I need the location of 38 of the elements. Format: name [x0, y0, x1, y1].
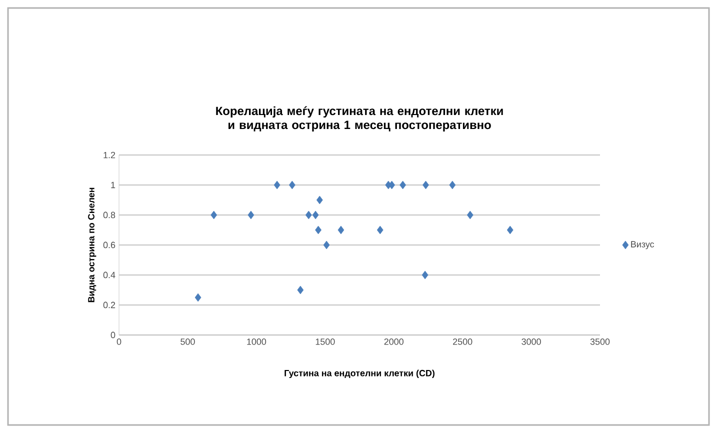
y-tick-label: 1.2 [104, 152, 116, 158]
point [422, 180, 429, 190]
x-axis-title: Густина на ендотелни клетки (CD) [284, 370, 434, 378]
point [194, 293, 202, 302]
y-tick-label: 0.8 [103, 212, 116, 218]
point [376, 226, 384, 234]
point [248, 210, 254, 220]
y-axis-title: Видна острина по Снелен [88, 188, 96, 302]
y-tick-label: 0.4 [103, 272, 116, 278]
x-tick-label: 2500 [453, 338, 472, 345]
point [466, 210, 474, 220]
point [338, 226, 344, 234]
y-tick-label: 0.6 [103, 242, 116, 248]
point [297, 286, 304, 294]
point [506, 226, 514, 234]
legend-label: Визус [631, 241, 654, 250]
x-tick-label: 3500 [590, 338, 610, 345]
point [312, 210, 319, 220]
point [422, 270, 428, 280]
point [274, 180, 280, 190]
point [316, 196, 323, 204]
x-tick-label: 500 [180, 338, 195, 345]
y-tick-label: 0.2 [103, 302, 116, 308]
point [449, 180, 456, 190]
chart-title: Корелација меѓу густината на ендотелни клетки и видната острина 1 месец постоперативно [216, 106, 503, 132]
x-tick-label: 2000 [384, 338, 404, 345]
point [305, 210, 312, 220]
y-tick-label: 1 [111, 182, 116, 188]
x-tick-label: 1500 [316, 338, 335, 345]
point [210, 210, 218, 220]
point [400, 180, 406, 190]
x-tick-label: 3000 [522, 338, 541, 345]
x-tick-label: 1000 [247, 338, 266, 345]
y-tick-label: 0 [110, 332, 116, 338]
point [288, 180, 296, 190]
point [323, 240, 330, 250]
x-tick-label: 0 [116, 338, 122, 345]
point [315, 226, 322, 234]
